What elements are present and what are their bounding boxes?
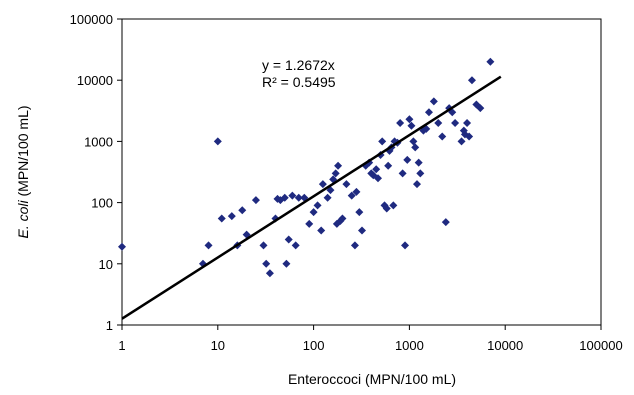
data-point [317, 226, 326, 235]
data-point [401, 241, 410, 250]
data-point [352, 187, 361, 196]
data-point [288, 191, 297, 200]
r-squared-label: R² = 0.5495 [262, 74, 336, 90]
axes: 1 10 100 1000 10000 100000 1 10 100 1000 10000 1000… [70, 12, 623, 353]
data-point [323, 193, 332, 202]
plot-frame [121, 18, 602, 326]
data-point [372, 165, 381, 174]
labels: y = 1.2672x R² = 0.5495 Enteroccoci (MPN… [15, 57, 456, 387]
plot-area [121, 18, 602, 326]
data-point [382, 204, 391, 213]
data-point [291, 241, 300, 250]
y-tick-label: 1 [106, 318, 113, 333]
data-point [463, 118, 472, 127]
x-tick-label: 100 [303, 338, 325, 353]
data-point [398, 169, 407, 178]
data-point [412, 180, 421, 189]
data-point [441, 218, 450, 227]
y-tick-label: 100 [91, 196, 113, 211]
data-point [318, 180, 327, 189]
data-point [251, 196, 260, 205]
y-tick-label: 10000 [77, 73, 113, 88]
data-point [384, 161, 393, 170]
data-point [282, 259, 291, 268]
data-point [265, 269, 274, 278]
data-point [486, 57, 495, 66]
data-point [313, 201, 322, 210]
data-point [416, 169, 425, 178]
data-point [467, 76, 476, 85]
data-point [396, 118, 405, 127]
data-point [411, 143, 420, 152]
data-point [357, 226, 366, 235]
data-point [347, 191, 356, 200]
data-point [403, 155, 412, 164]
data-point [438, 132, 447, 141]
data-point [405, 115, 414, 124]
equation-label: y = 1.2672x [262, 57, 335, 73]
y-tick-label: 100000 [70, 12, 113, 27]
data-point [309, 208, 318, 217]
data-point [331, 169, 340, 178]
data-point [213, 137, 222, 146]
data-point [414, 158, 423, 167]
x-tick-label: 10000 [487, 338, 523, 353]
data-point [457, 137, 466, 146]
data-point [342, 180, 351, 189]
data-point [424, 108, 433, 117]
data-point [476, 104, 485, 113]
data-point [118, 242, 126, 251]
x-tick-label: 10 [211, 338, 225, 353]
x-axis-title: Enteroccoci (MPN/100 mL) [288, 371, 456, 387]
data-point [350, 241, 359, 250]
data-point [355, 208, 364, 217]
data-point [389, 201, 398, 210]
y-axis-title-rest: (MPN/100 mL) [15, 105, 31, 200]
trendline-layer [121, 75, 502, 320]
data-point [407, 121, 416, 130]
data-point [378, 137, 387, 146]
data-point [429, 97, 438, 106]
data-point [334, 161, 343, 170]
data-point [294, 193, 303, 202]
y-tick-label: 1000 [84, 134, 113, 149]
data-point [451, 118, 460, 127]
data-point [373, 174, 382, 183]
x-tick-label: 1000 [395, 338, 424, 353]
y-axis-title-italic: E. coli [15, 200, 31, 239]
y-axis-title: E. coli (MPN/100 mL) [15, 105, 31, 238]
data-point [204, 241, 213, 250]
data-point [227, 212, 236, 221]
data-point [284, 235, 293, 244]
x-tick-label: 1 [118, 338, 125, 353]
y-tick-label: 10 [99, 257, 113, 272]
data-point [217, 214, 226, 223]
data-point [409, 137, 418, 146]
data-point [262, 259, 271, 268]
data-point [434, 118, 443, 127]
data-point [259, 241, 268, 250]
data-point [238, 206, 247, 215]
data-point [305, 219, 314, 228]
data-point [465, 132, 474, 141]
trendline [121, 75, 502, 320]
x-tick-label: 100000 [579, 338, 622, 353]
data-point [338, 214, 347, 223]
data-point [280, 193, 289, 202]
